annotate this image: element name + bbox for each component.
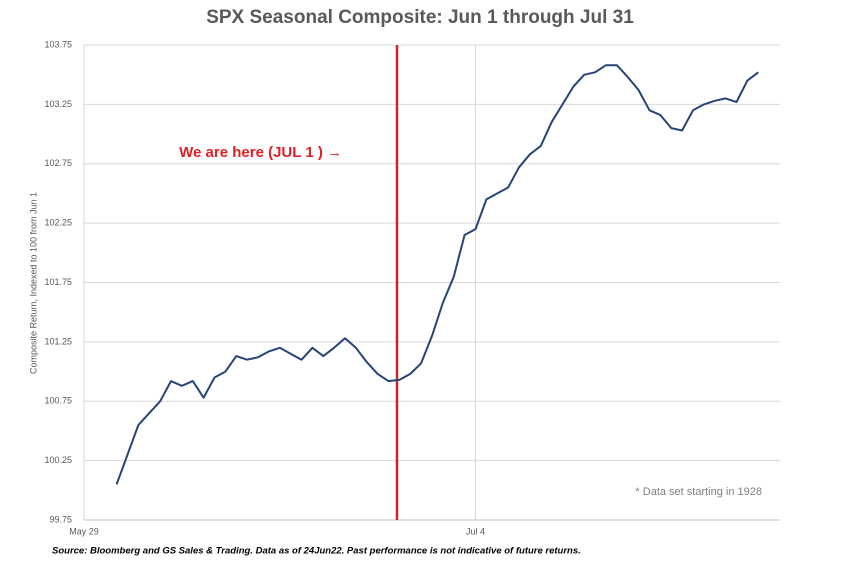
y-tick-label: 102.75 [44, 158, 72, 168]
y-tick-label: 100.25 [44, 455, 72, 465]
y-axis-label: Composite Return, Indexed to 100 from Ju… [28, 192, 38, 374]
y-tick-label: 99.75 [49, 514, 72, 524]
annotation: We are here (JUL 1 ) → [179, 144, 342, 161]
x-tick-label: Jul 4 [466, 526, 485, 536]
y-tick-label: 102.25 [44, 218, 72, 228]
x-tick-label: May 29 [69, 526, 99, 536]
y-tick-label: 103.25 [44, 99, 72, 109]
note: * Data set starting in 1928 [635, 486, 762, 498]
y-tick-label: 101.25 [44, 336, 72, 346]
y-tick-label: 101.75 [44, 277, 72, 287]
y-tick-label: 100.75 [44, 396, 72, 406]
data-line [115, 64, 759, 485]
y-tick-label: 103.75 [44, 39, 72, 49]
chart-title: SPX Seasonal Composite: Jun 1 through Ju… [206, 7, 634, 28]
source: Source: Bloomberg and GS Sales & Trading… [52, 546, 581, 557]
